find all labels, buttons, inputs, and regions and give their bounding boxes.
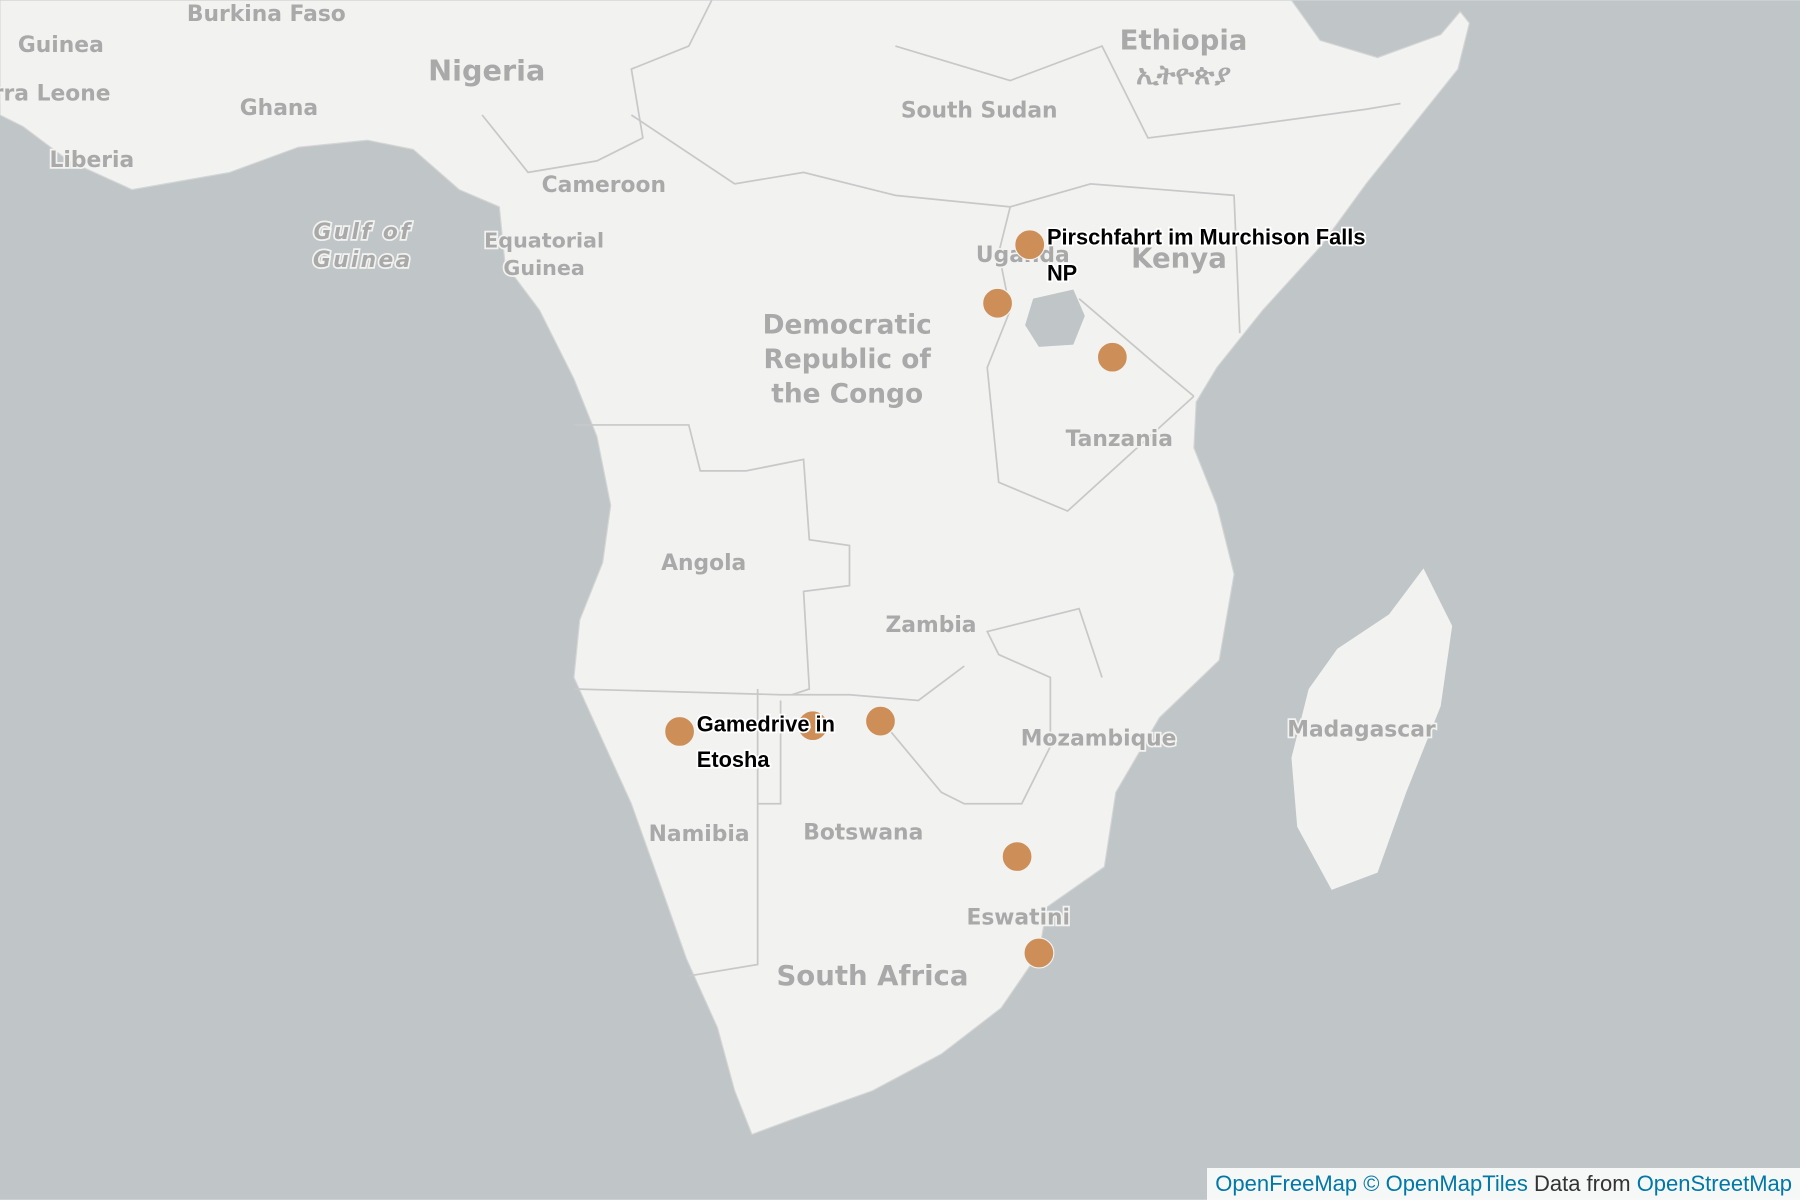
border: [573, 424, 851, 696]
lake-victoria: [1025, 289, 1085, 347]
place-label: Burkina Faso: [187, 2, 346, 27]
marker-label: Pirschfahrt im Murchison Falls: [1047, 225, 1366, 250]
place-labels: Burkina Faso Guinea rra Leone Liberia Ghana N…: [0, 0, 1438, 993]
place-label: Equatorial: [484, 228, 604, 252]
borders: [481, 0, 1401, 977]
place-label: South Sudan: [901, 99, 1058, 124]
place-label: Ghana: [240, 96, 318, 121]
place-label: South Africa: [776, 960, 968, 992]
place-label: Mozambique: [1021, 726, 1177, 751]
border: [481, 0, 713, 174]
border: [688, 688, 759, 977]
border: [986, 206, 1195, 513]
place-label: Democratic: [763, 310, 932, 341]
marker: [1023, 937, 1055, 969]
place-label: Republic of: [764, 344, 932, 375]
place-label: Kenya: [1131, 243, 1227, 275]
border: [883, 607, 1103, 805]
place-label: Botswana: [803, 821, 923, 846]
border: [573, 665, 965, 702]
place-label: rra Leone: [0, 81, 111, 106]
place-label: Zambia: [885, 613, 976, 638]
place-label: Liberia: [49, 148, 134, 173]
africa: [0, 0, 1471, 1136]
marker: [797, 710, 829, 742]
place-label: Ethiopia: [1120, 25, 1248, 57]
marker: [664, 715, 696, 747]
place-label: Namibia: [649, 822, 750, 847]
border: [630, 114, 1241, 334]
border: [1078, 298, 1195, 397]
place-label: Guinea: [18, 33, 104, 58]
markers: Pirschfahrt im Murchison Falls NP Gamedriv…: [664, 223, 1367, 969]
place-label: Cameroon: [542, 173, 666, 198]
marker: [864, 705, 896, 737]
attribution-link[interactable]: OpenFreeMap: [1215, 1171, 1358, 1196]
place-label: Guinea: [313, 248, 413, 273]
attribution-text: Data from: [1533, 1171, 1631, 1196]
attribution-link[interactable]: © OpenMapTiles: [1363, 1171, 1528, 1196]
border: [895, 45, 1401, 139]
marker: [1014, 229, 1046, 261]
place-label: ኢትዮጵያ: [1136, 59, 1231, 91]
place-label: Guinea: [503, 256, 584, 280]
border: [757, 700, 782, 805]
marker: [982, 287, 1014, 319]
marker-label: NP: [1047, 260, 1077, 285]
place-label: Madagascar: [1287, 717, 1436, 742]
place-label: Gulf of: [314, 220, 413, 245]
attribution-link[interactable]: OpenStreetMap: [1636, 1171, 1792, 1196]
marker: [1001, 841, 1033, 873]
marker-label: Gamedrive in: [697, 711, 835, 736]
place-label: Angola: [661, 551, 746, 576]
marker: [1096, 341, 1128, 373]
place-label: Nigeria: [428, 54, 545, 88]
attribution: OpenFreeMap © OpenMapTiles Data from Ope…: [1207, 1168, 1800, 1200]
place-label: Tanzania: [1066, 427, 1173, 452]
marker-label: Etosha: [697, 747, 771, 772]
madagascar: [1291, 568, 1453, 890]
place-label: the Congo: [771, 379, 923, 410]
place-label: Eswatini: [966, 906, 1070, 931]
